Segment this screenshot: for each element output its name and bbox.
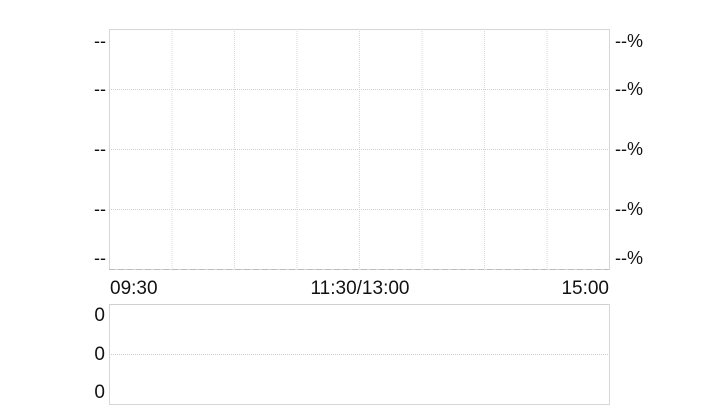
volume-panel: 0 0 0: [94, 304, 610, 405]
right-axis-percent-label: --%: [615, 31, 643, 51]
price-panel: -- -- -- -- -- --% --% --% --% --% 09:30 11:30/13…: [94, 29, 643, 299]
time-axis-label: 15:00: [561, 278, 609, 299]
left-axis-label: --: [94, 79, 106, 99]
left-axis-label: --: [94, 31, 106, 51]
left-axis-label: --: [94, 139, 106, 159]
right-axis-percent-label: --%: [615, 199, 643, 219]
time-axis-label: 11:30/13:00: [311, 278, 410, 299]
volume-axis-label: 0: [94, 344, 105, 365]
volume-axis-label: 0: [94, 305, 105, 326]
volume-axis-label: 0: [94, 382, 105, 403]
right-axis-percent-label: --%: [615, 79, 643, 99]
right-axis-percent-label: --%: [615, 248, 643, 268]
right-axis-percent-label: --%: [615, 139, 643, 159]
left-axis-label: --: [94, 199, 106, 219]
time-axis-label: 09:30: [110, 278, 158, 299]
left-axis-label: --: [94, 248, 106, 268]
